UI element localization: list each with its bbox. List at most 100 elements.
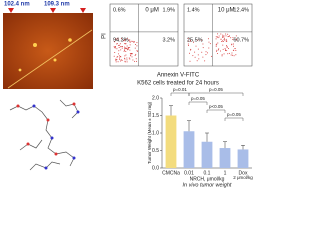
flow-plot: [109, 3, 179, 67]
flow-dot: [115, 61, 117, 63]
afm-particle: [53, 58, 57, 62]
flow-dot: [136, 60, 138, 62]
flow-dot: [117, 38, 119, 40]
quadrant-value: 25.5%: [187, 37, 203, 43]
y-axis-label: Tumor Weight (Mean ± SD mg): [147, 101, 152, 164]
flow-dot: [225, 38, 227, 40]
flow-dot: [119, 44, 121, 46]
x-tick-label: CMCNa: [162, 170, 180, 176]
flow-dot: [236, 39, 238, 41]
flow-dot: [220, 38, 222, 40]
flow-dot: [129, 41, 131, 43]
flow-x-label: Annexin V-FITC: [157, 73, 200, 79]
flow-dot: [129, 58, 131, 60]
flow-dot: [223, 53, 225, 55]
flow-panels: 0.6% 1.9% 94.3% 3.2% 0 μM 1.4% 12.4% 25.5% 60.7%…: [109, 3, 253, 67]
flow-dot: [187, 45, 189, 47]
flow-dot: [134, 54, 136, 56]
flow-dot: [225, 33, 227, 35]
flow-dot: [116, 42, 118, 44]
flow-dot: [189, 40, 191, 42]
flow-dot: [218, 48, 220, 50]
flow-dot: [124, 46, 126, 48]
flow-dot: [216, 43, 218, 45]
flow-dot: [231, 52, 233, 54]
flow-dot: [227, 53, 229, 55]
flow-dot: [222, 35, 224, 37]
flow-dot: [135, 53, 137, 55]
flow-dot: [228, 52, 230, 54]
dox-dose: 2 μmol/kg: [233, 175, 253, 180]
flow-dot: [230, 54, 232, 56]
significance-bracket: [170, 92, 190, 96]
afm-particle: [68, 38, 72, 42]
flow-dot: [116, 56, 118, 58]
flow-dot: [190, 48, 192, 50]
flow-dot: [130, 54, 132, 56]
flow-dot: [116, 48, 118, 50]
flow-dot: [113, 55, 115, 57]
afm-particle: [33, 43, 37, 47]
flow-dot: [129, 49, 131, 51]
flow-dot: [215, 44, 217, 46]
flow-dot: [216, 36, 218, 38]
flow-dot: [222, 40, 224, 42]
flow-dot: [228, 36, 230, 38]
flow-dot: [114, 46, 116, 48]
flow-dot: [124, 48, 126, 50]
afm-markers: [8, 8, 86, 13]
flow-dot: [225, 35, 227, 37]
flow-dot: [218, 37, 220, 39]
flow-dot: [217, 42, 219, 44]
flow-dot: [124, 58, 126, 60]
bar: [201, 141, 213, 168]
significance-bracket: [188, 101, 208, 105]
x-tick-label: 0.01: [184, 170, 194, 176]
flow-dot: [223, 35, 225, 37]
flow-dot: [220, 50, 222, 52]
x-axis-label: In vivo tumor weight: [183, 182, 232, 188]
significance-label: p<0.05: [209, 104, 223, 109]
flow-dot: [132, 59, 134, 61]
flow-dot: [124, 47, 126, 49]
flow-dot: [119, 55, 121, 57]
flow-dot: [222, 44, 224, 46]
afm-label: 109.3 nm: [44, 2, 70, 8]
flow-dot: [129, 53, 131, 55]
flow-dot: [197, 48, 199, 50]
flow-dot: [234, 48, 236, 50]
quadrant-value: 0.6%: [113, 7, 126, 13]
flow-dot: [220, 33, 222, 35]
flow-dot: [134, 47, 136, 49]
flow-dot: [202, 43, 204, 45]
flow-dot: [119, 60, 121, 62]
bar: [165, 115, 177, 168]
flow-dot: [218, 49, 220, 51]
flow-dot: [232, 49, 234, 51]
flow-dot: [187, 38, 189, 40]
flow-dot: [192, 41, 194, 43]
x-tick-label: 0.1: [204, 170, 211, 176]
flow-dot: [136, 49, 138, 51]
flow-dot: [133, 41, 135, 43]
flow-dot: [224, 49, 226, 51]
flow-dot: [115, 38, 117, 40]
flow-dot: [129, 46, 131, 48]
quadrant-value: 12.4%: [233, 7, 249, 13]
y-tick-label: 0.5: [152, 148, 159, 154]
significance-label: p=0.01: [173, 87, 187, 92]
flow-dot: [124, 39, 126, 41]
flow-dot: [201, 51, 203, 53]
flow-dot: [204, 60, 206, 62]
flow-dot: [189, 60, 191, 62]
flow-dot: [119, 43, 121, 45]
significance-bracket: [206, 109, 226, 113]
flow-dot: [223, 38, 225, 40]
flow-dot: [114, 52, 116, 54]
flow-dot: [135, 58, 137, 60]
flow-dot: [120, 59, 122, 61]
flow-dot: [187, 40, 189, 42]
flow-dot: [129, 39, 131, 41]
flow-dot: [227, 47, 229, 49]
flow-dot: [189, 39, 191, 41]
